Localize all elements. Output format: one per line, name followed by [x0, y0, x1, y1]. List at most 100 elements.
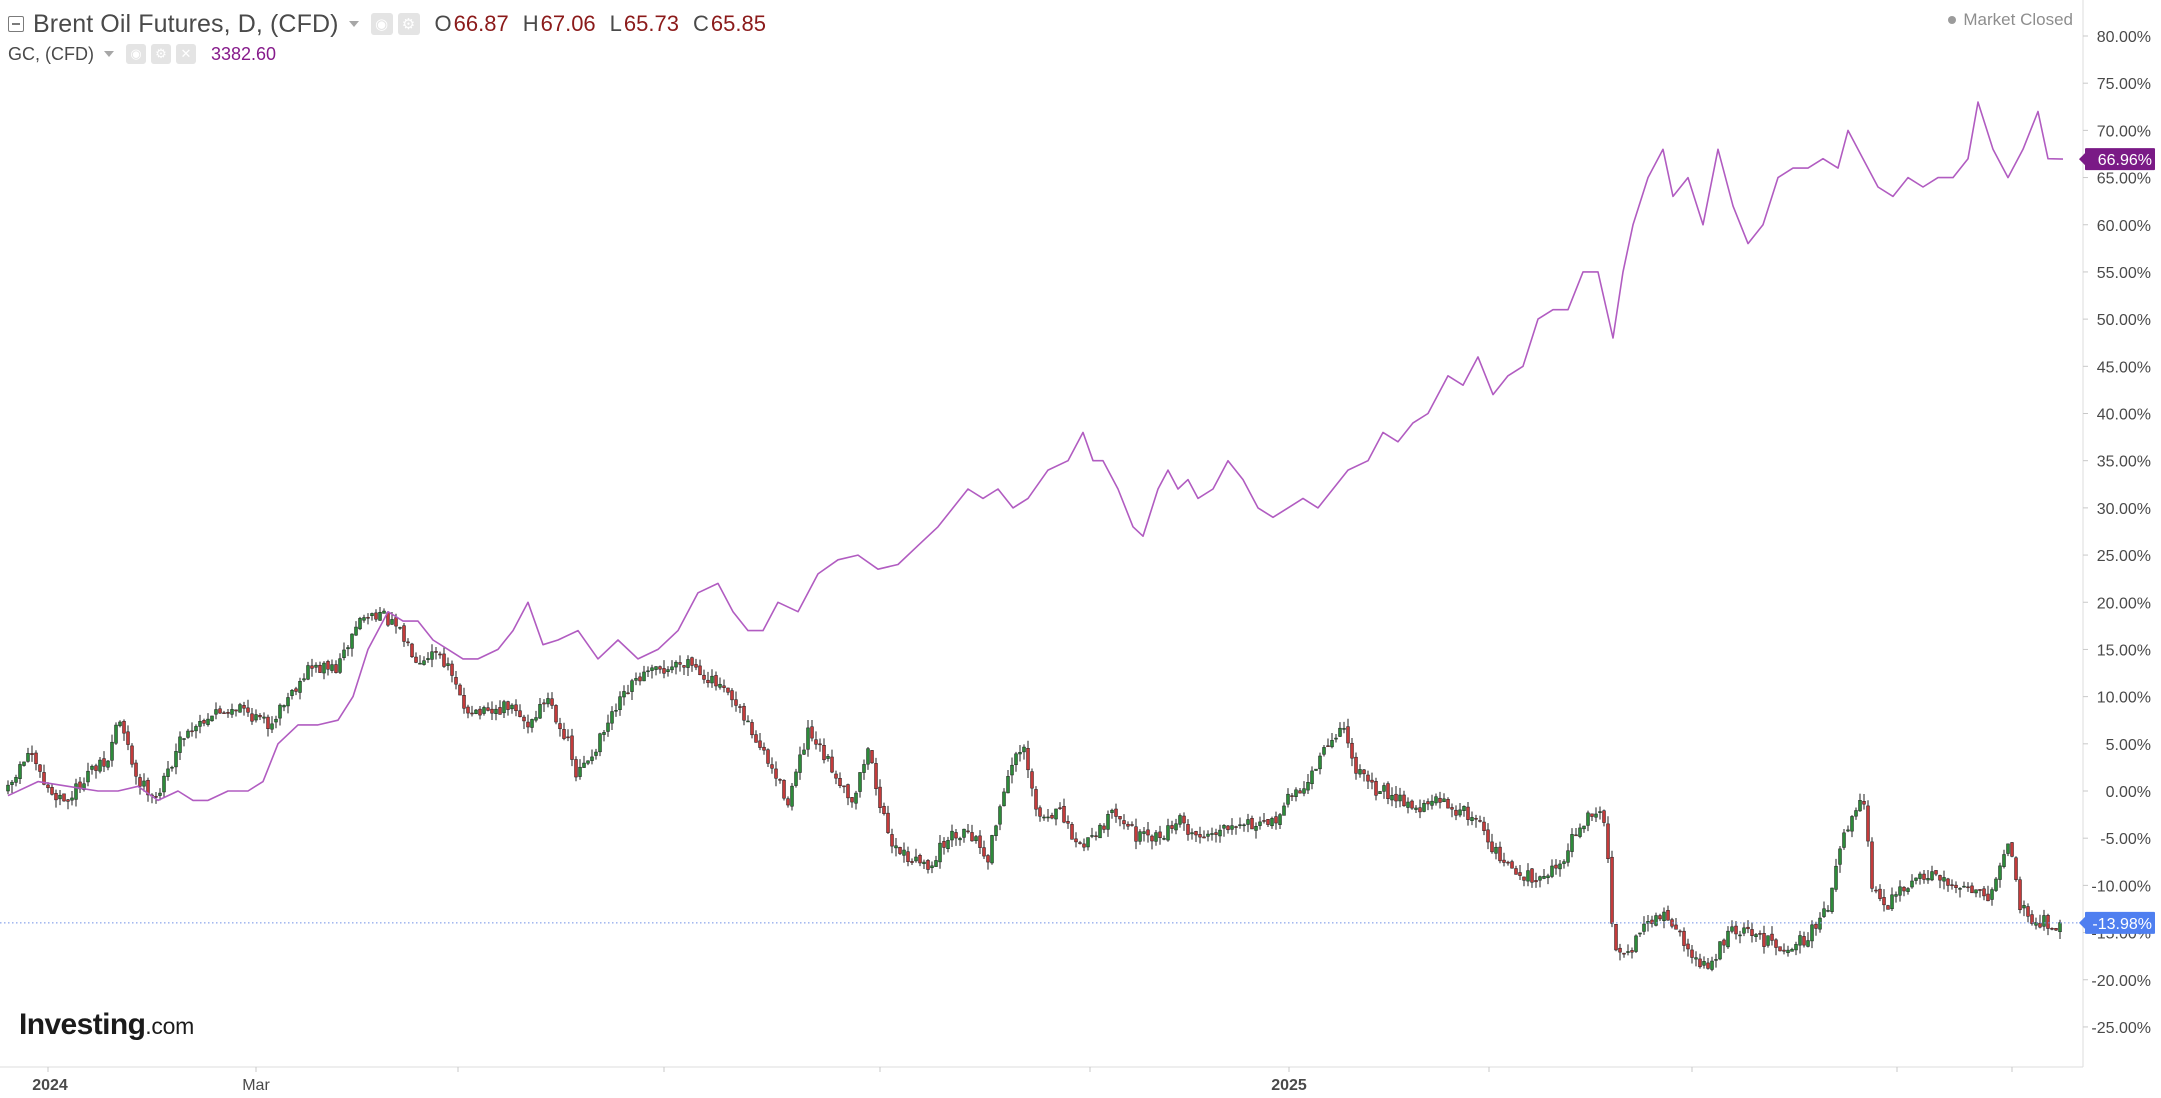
candle-body: [14, 777, 18, 783]
candle-body: [1530, 868, 1534, 883]
candle-body: [534, 717, 538, 721]
secondary-gear-icon[interactable]: ⚙: [150, 44, 171, 64]
candle-body: [126, 731, 130, 745]
candle-body: [122, 720, 126, 734]
candle-body: [1202, 836, 1206, 839]
candle-body: [834, 773, 838, 779]
candle-body: [1890, 894, 1894, 910]
candle-body: [1870, 841, 1874, 889]
candle-body: [550, 698, 554, 706]
candle-body: [1126, 823, 1130, 827]
candle-body: [622, 691, 626, 698]
y-tick-label: -25.00%: [2091, 1020, 2151, 1037]
candle-body: [166, 768, 170, 777]
candle-body: [706, 679, 710, 684]
candle-body: [502, 701, 506, 714]
candle-body: [1250, 818, 1254, 830]
candle-body: [702, 674, 706, 680]
candle-body: [330, 664, 334, 671]
candle-body: [226, 712, 230, 714]
candle-body: [238, 704, 242, 713]
candle-body: [1210, 833, 1214, 835]
candle-body: [1218, 829, 1222, 837]
candle-body: [2030, 914, 2034, 924]
candle-body: [1798, 935, 1802, 946]
candle-body: [910, 861, 914, 863]
candle-body: [1586, 812, 1590, 826]
market-status: Market Closed: [1948, 10, 2073, 30]
candle-body: [1246, 819, 1250, 825]
candle-body: [870, 750, 874, 764]
candle-body: [514, 704, 518, 712]
dropdown-caret-icon[interactable]: [348, 21, 359, 27]
candle-body: [530, 719, 534, 728]
candle-body: [1662, 911, 1666, 921]
candle-body: [542, 702, 546, 705]
candle-body: [1226, 825, 1230, 831]
candle-body: [1062, 806, 1066, 823]
candle-body: [1026, 748, 1030, 771]
candle-body: [558, 723, 562, 730]
candle-body: [1498, 846, 1502, 862]
candle-body: [1430, 800, 1434, 806]
candle-body: [1386, 783, 1390, 799]
close-icon[interactable]: ✕: [175, 44, 196, 64]
candle-body: [626, 692, 630, 695]
candle-body: [1142, 831, 1146, 834]
candle-body: [610, 711, 614, 724]
candle-body: [302, 678, 306, 681]
candle-body: [934, 860, 938, 867]
gear-icon[interactable]: ⚙: [397, 13, 420, 35]
candle-body: [82, 783, 86, 790]
candle-body: [838, 778, 842, 786]
candle-body: [1170, 825, 1174, 829]
candle-body: [1606, 823, 1610, 860]
candle-body: [1442, 798, 1446, 803]
secondary-eye-icon[interactable]: ◉: [125, 44, 146, 64]
candle-body: [270, 723, 274, 730]
candle-body: [322, 662, 326, 674]
candle-body: [1866, 805, 1870, 842]
candle-body: [250, 713, 254, 722]
secondary-dropdown-caret-icon[interactable]: [103, 51, 114, 57]
candle-body: [1022, 746, 1026, 753]
candle-body: [98, 759, 102, 772]
candle-body: [1570, 834, 1574, 852]
y-tick-label: 25.00%: [2097, 548, 2151, 565]
candle-body: [434, 651, 438, 653]
y-tick-label: 60.00%: [2097, 218, 2151, 235]
candle-body: [338, 658, 342, 673]
candle-body: [1902, 886, 1906, 892]
main-legend: Brent Oil Futures, D, (CFD) ◉ ⚙ O 66.87 …: [8, 8, 766, 40]
candle-body: [1522, 876, 1526, 881]
candle-body: [1258, 821, 1262, 826]
candle-body: [1314, 768, 1318, 771]
candle-body: [1938, 875, 1942, 881]
eye-icon[interactable]: ◉: [370, 13, 393, 35]
candle-body: [650, 667, 654, 671]
candle-body: [1942, 877, 1946, 882]
candle-body: [70, 797, 74, 801]
high-label: H: [522, 11, 539, 36]
candle-body: [1826, 910, 1830, 912]
candle-body: [1930, 871, 1934, 881]
candle-body: [1682, 930, 1686, 946]
candle-body: [1590, 813, 1594, 817]
candle-body: [658, 666, 662, 670]
collapse-icon[interactable]: [8, 16, 24, 32]
candle-body: [1094, 835, 1098, 837]
candle-body: [1706, 962, 1710, 969]
candle-body: [206, 718, 210, 725]
candle-body: [750, 722, 754, 736]
candle-body: [938, 842, 942, 863]
candle-body: [298, 681, 302, 693]
candle-body: [1634, 935, 1638, 952]
candle-body: [382, 610, 386, 614]
candle-body: [926, 860, 930, 870]
candle-body: [970, 832, 974, 842]
candle-body: [26, 753, 30, 762]
candle-body: [1838, 848, 1842, 865]
close-value: 65.85: [710, 11, 766, 36]
candle-body: [278, 704, 282, 719]
